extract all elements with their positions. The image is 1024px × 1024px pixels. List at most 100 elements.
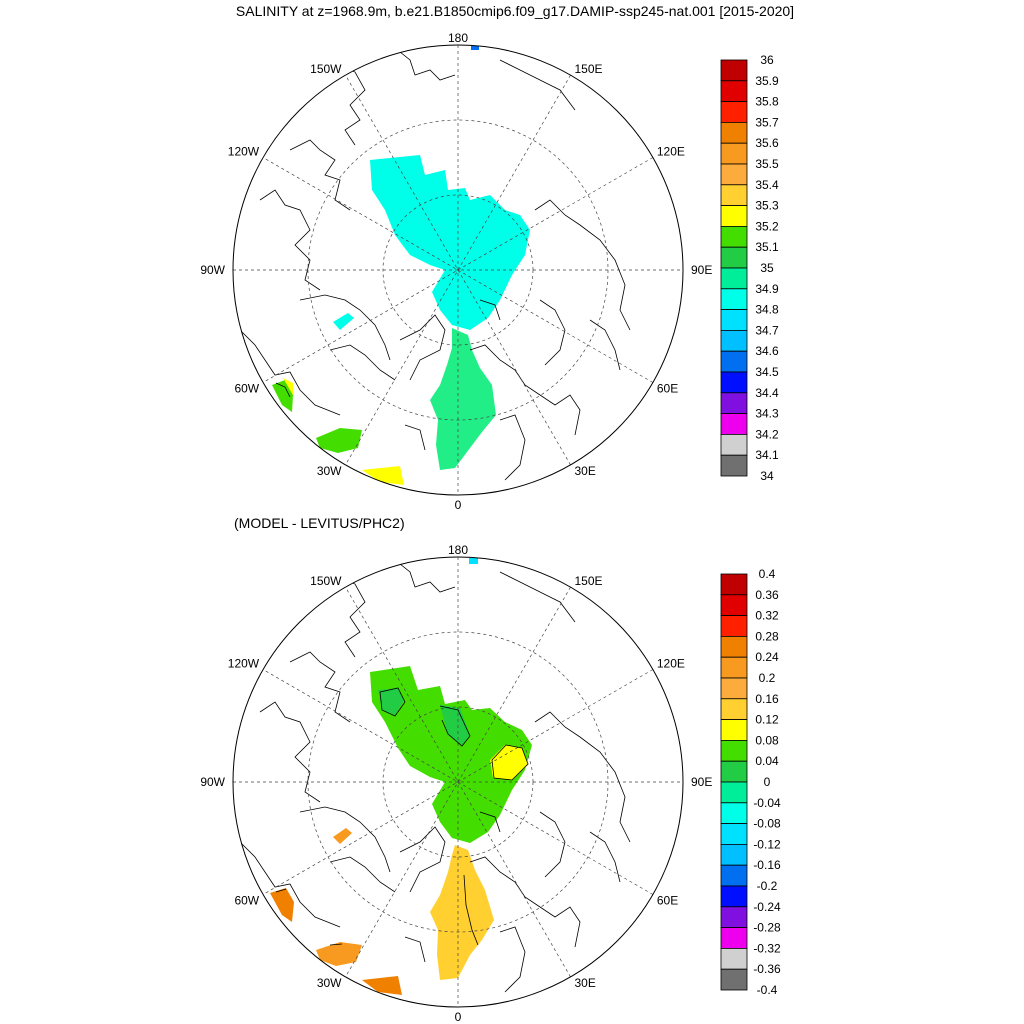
colorbar-label: 34.5 xyxy=(755,365,779,379)
labrador-fill xyxy=(272,380,293,412)
labrador-yellow-fill xyxy=(283,378,294,397)
colorbar-label: 35.2 xyxy=(755,219,779,233)
iceland-basin-fill xyxy=(316,428,362,453)
colorbar-label: 0 xyxy=(764,775,771,789)
colorbar-label: 34.9 xyxy=(755,282,779,296)
colorbar-label: -0.28 xyxy=(753,921,781,935)
lon-label: 0 xyxy=(455,1010,462,1024)
colorbar-swatch xyxy=(720,927,748,949)
arctic-basin-fill xyxy=(370,155,530,330)
coastlines xyxy=(239,559,631,993)
colorbar-label: 0.2 xyxy=(759,671,776,685)
colorbar: 0.4 0.36 0.32 0.28 0.24 0.2 0.16 0.12 0.08 0.04 0 -… xyxy=(720,567,781,997)
colorbar-swatch xyxy=(720,246,748,269)
lon-label: 150W xyxy=(310,62,342,76)
colorbar-label: 0.04 xyxy=(755,754,779,768)
colorbar-label: 0.12 xyxy=(755,713,779,727)
panel-difference: (MODEL - LEVITUS/PHC2) xyxy=(200,515,781,1024)
colorbar-swatch xyxy=(720,101,748,123)
difference-field xyxy=(270,558,532,995)
colorbar-swatch xyxy=(720,781,748,804)
lon-label: 90E xyxy=(691,263,712,277)
colorbar-swatch xyxy=(720,698,748,720)
lon-label: 60E xyxy=(657,382,678,396)
colorbar-label: -0.36 xyxy=(753,962,781,976)
colorbar-swatch xyxy=(720,309,748,331)
lon-label: 90W xyxy=(200,263,225,277)
colorbar-label: 34.1 xyxy=(755,448,779,462)
lon-label: 150E xyxy=(575,574,603,588)
colorbar-swatch xyxy=(720,656,748,679)
colorbar-label: -0.32 xyxy=(753,941,781,955)
colorbar-label: 0.32 xyxy=(755,609,779,623)
bering-spot-fill xyxy=(469,558,478,564)
colorbar-swatch xyxy=(720,392,748,414)
lon-label: 30E xyxy=(575,464,596,478)
colorbar-label: 35.4 xyxy=(755,178,779,192)
colorbar-swatch xyxy=(720,371,748,394)
colorbar-swatch xyxy=(720,719,748,741)
fram-strait-fill xyxy=(430,328,496,470)
salinity-field xyxy=(272,45,530,485)
lon-label: 30W xyxy=(317,976,342,990)
colorbar-label: 35 xyxy=(760,261,774,275)
lon-label: 90E xyxy=(691,775,712,789)
lon-label: 90W xyxy=(200,775,225,789)
colorbar-swatch xyxy=(720,948,748,970)
colorbar-swatch xyxy=(720,454,748,477)
colorbar-swatch xyxy=(720,267,748,290)
lon-label: 120W xyxy=(228,145,260,159)
graticule xyxy=(233,557,683,1007)
map-boundary xyxy=(232,556,684,1008)
lon-label: 180 xyxy=(448,31,468,45)
atlantic-south-fill xyxy=(362,466,404,485)
lon-label: 120E xyxy=(657,145,685,159)
colorbar-swatch xyxy=(720,225,748,248)
colorbar-label: 0.16 xyxy=(755,692,779,706)
colorbar-label: -0.16 xyxy=(753,858,781,872)
colorbar-swatch xyxy=(720,636,748,658)
colorbar-swatch xyxy=(720,184,748,207)
colorbar-swatch xyxy=(720,968,748,991)
colorbar-swatch xyxy=(720,906,748,928)
lon-label: 180 xyxy=(448,543,468,557)
colorbar-label: 35.8 xyxy=(755,95,779,109)
panel-salinity: 180 150E 120E 90E 60E 30E 0 30W 60W 90W 120W 150W 3… xyxy=(200,31,779,512)
colorbar-swatch xyxy=(720,594,748,616)
colorbar-label: 35.6 xyxy=(755,136,779,150)
polar-map-difference xyxy=(233,557,683,1007)
arctic-basin-fill xyxy=(370,666,532,843)
colorbar-label: 34.7 xyxy=(755,323,779,337)
colorbar-swatch xyxy=(720,329,748,352)
lon-label: 60W xyxy=(234,382,259,396)
lon-label: 30W xyxy=(317,464,342,478)
colorbar-label: -0.12 xyxy=(753,837,781,851)
colorbar-swatch xyxy=(720,740,748,762)
colorbar-swatch xyxy=(720,80,748,103)
map-boundary xyxy=(232,44,684,496)
colorbar-label: -0.04 xyxy=(753,796,781,810)
colorbar-swatch xyxy=(720,122,748,144)
colorbar-label: 36 xyxy=(760,53,774,67)
colorbar-swatch xyxy=(720,615,748,637)
colorbar-label: -0.2 xyxy=(757,879,778,893)
colorbar-label: -0.24 xyxy=(753,900,781,914)
colorbar-swatch xyxy=(720,288,748,310)
figure-title: SALINITY at z=1968.9m, b.e21.B1850cmip6.… xyxy=(236,3,794,19)
colorbar: 36 35.9 35.8 35.7 35.6 35.5 35.4 35.3 35.2 35.1 35… xyxy=(720,53,779,483)
lon-label: 120E xyxy=(657,657,685,671)
colorbar-swatch xyxy=(720,802,748,824)
lon-label: 60W xyxy=(234,894,259,908)
colorbar-label: 0.08 xyxy=(755,733,779,747)
longitude-labels: 180 150E 120E 90E 60E 30E 0 30W 60W 90W 120W 150W xyxy=(200,31,712,512)
colorbar-swatch xyxy=(720,205,748,227)
colorbar-swatch xyxy=(720,433,748,456)
atlantic-south-fill xyxy=(362,976,402,995)
baffin-spot-fill xyxy=(333,828,352,844)
lon-label: 0 xyxy=(455,498,462,512)
labrador-fill xyxy=(270,888,294,922)
baffin-spot-fill xyxy=(333,313,354,330)
lon-label: 150E xyxy=(575,62,603,76)
colorbar-label: 34 xyxy=(760,469,774,483)
